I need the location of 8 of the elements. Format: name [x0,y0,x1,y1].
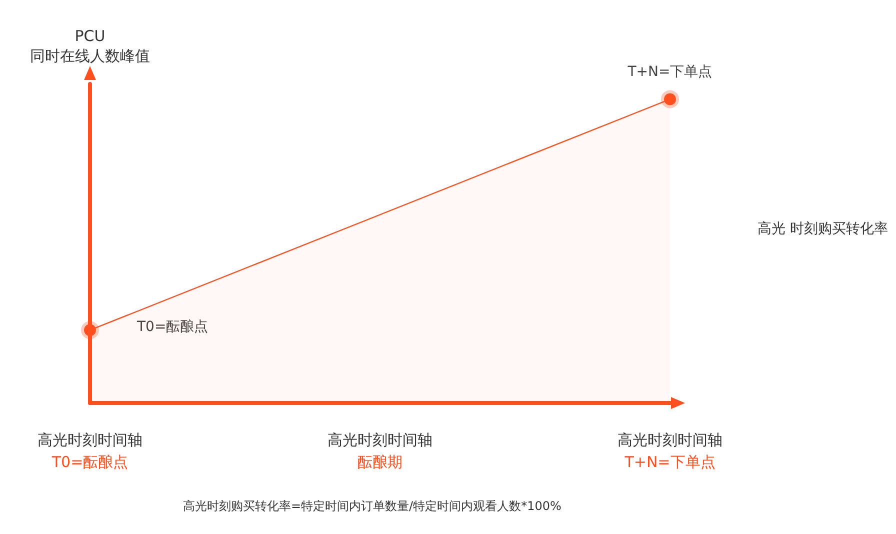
y-axis-title: PCU 同时在线人数峰值 [30,27,150,65]
x-tick-label: 高光时刻时间轴T0=酝酿点 [38,431,142,471]
text: 高光时刻购买转化率=特定时间内订单数量/特定时间内观看人数*100% [183,499,562,513]
x-tick-label: 高光时刻时间轴T+N=下单点 [618,431,722,471]
x-tick-label: 高光时刻时间轴酝酿期 [328,431,432,471]
text: 高光 时刻购买转化率 [758,221,888,237]
annotation: T+N=下单点 [626,64,712,80]
annotation: T0=酝酿点 [136,319,208,335]
